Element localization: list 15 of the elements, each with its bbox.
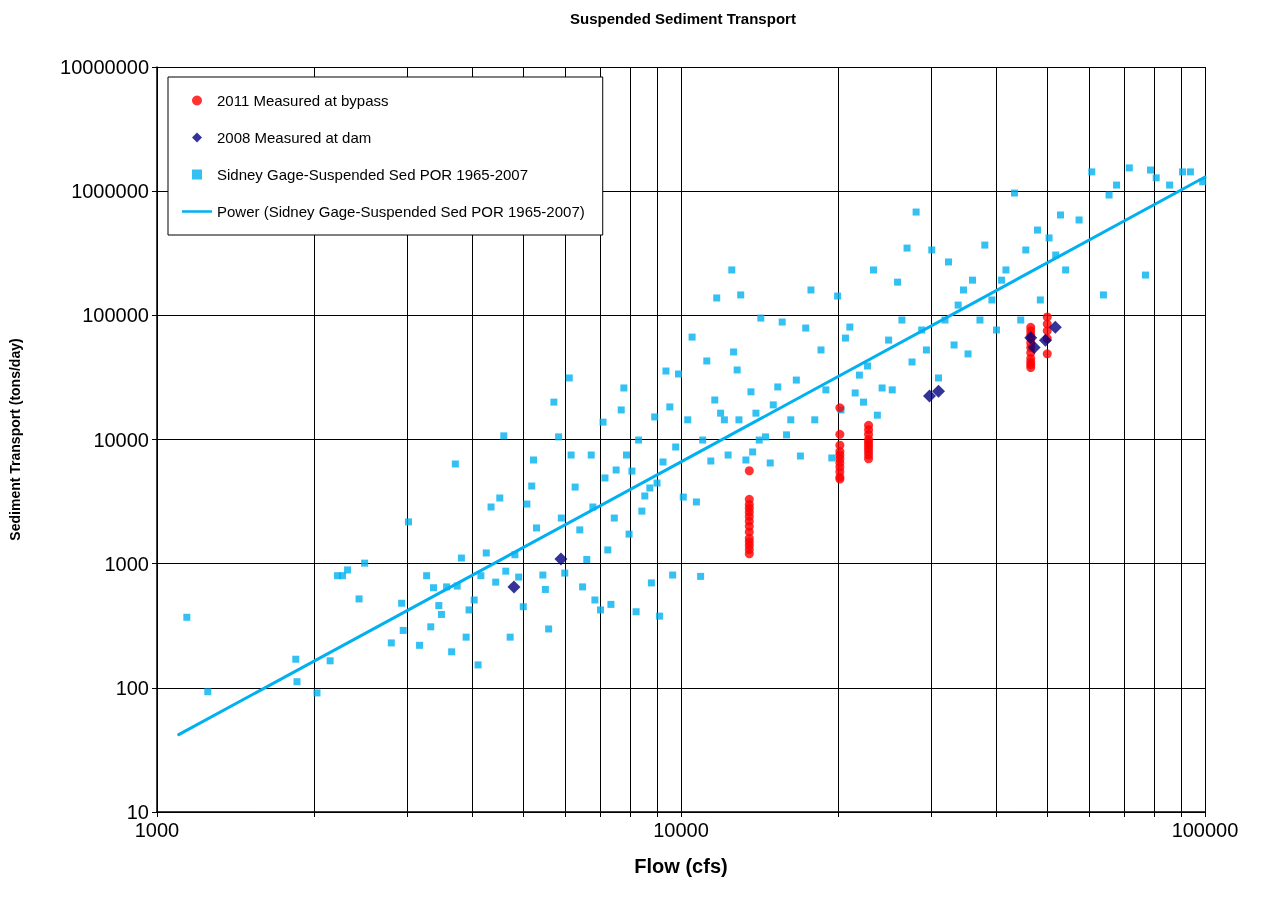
- y-tick-label: 100000: [82, 304, 149, 327]
- x-tick-label: 100000: [1171, 819, 1239, 841]
- y-tick-label: 10000000: [60, 56, 149, 78]
- x-axis-title: Flow (cfs): [634, 855, 728, 877]
- legend-label: 2011 Measured at bypass: [217, 92, 389, 109]
- y-tick-label: 1000000: [71, 180, 149, 203]
- y-tick-label: 10000: [93, 428, 149, 451]
- chart-title: Suspended Sediment Transport: [570, 10, 796, 27]
- x-tick-label: 10000: [653, 819, 709, 841]
- legend-label: Power (Sidney Gage-Suspended Sed POR 1965-2007): [217, 203, 585, 220]
- y-tick-label: 100: [115, 676, 149, 699]
- legend-label: 2008 Measured at dam: [217, 129, 372, 146]
- y-tick-label: 1000: [104, 552, 149, 575]
- legend-label: Sidney Gage-Suspended Sed POR 1965-2007: [217, 166, 529, 183]
- y-axis-title: Sediment Transport (tons/day): [7, 338, 23, 541]
